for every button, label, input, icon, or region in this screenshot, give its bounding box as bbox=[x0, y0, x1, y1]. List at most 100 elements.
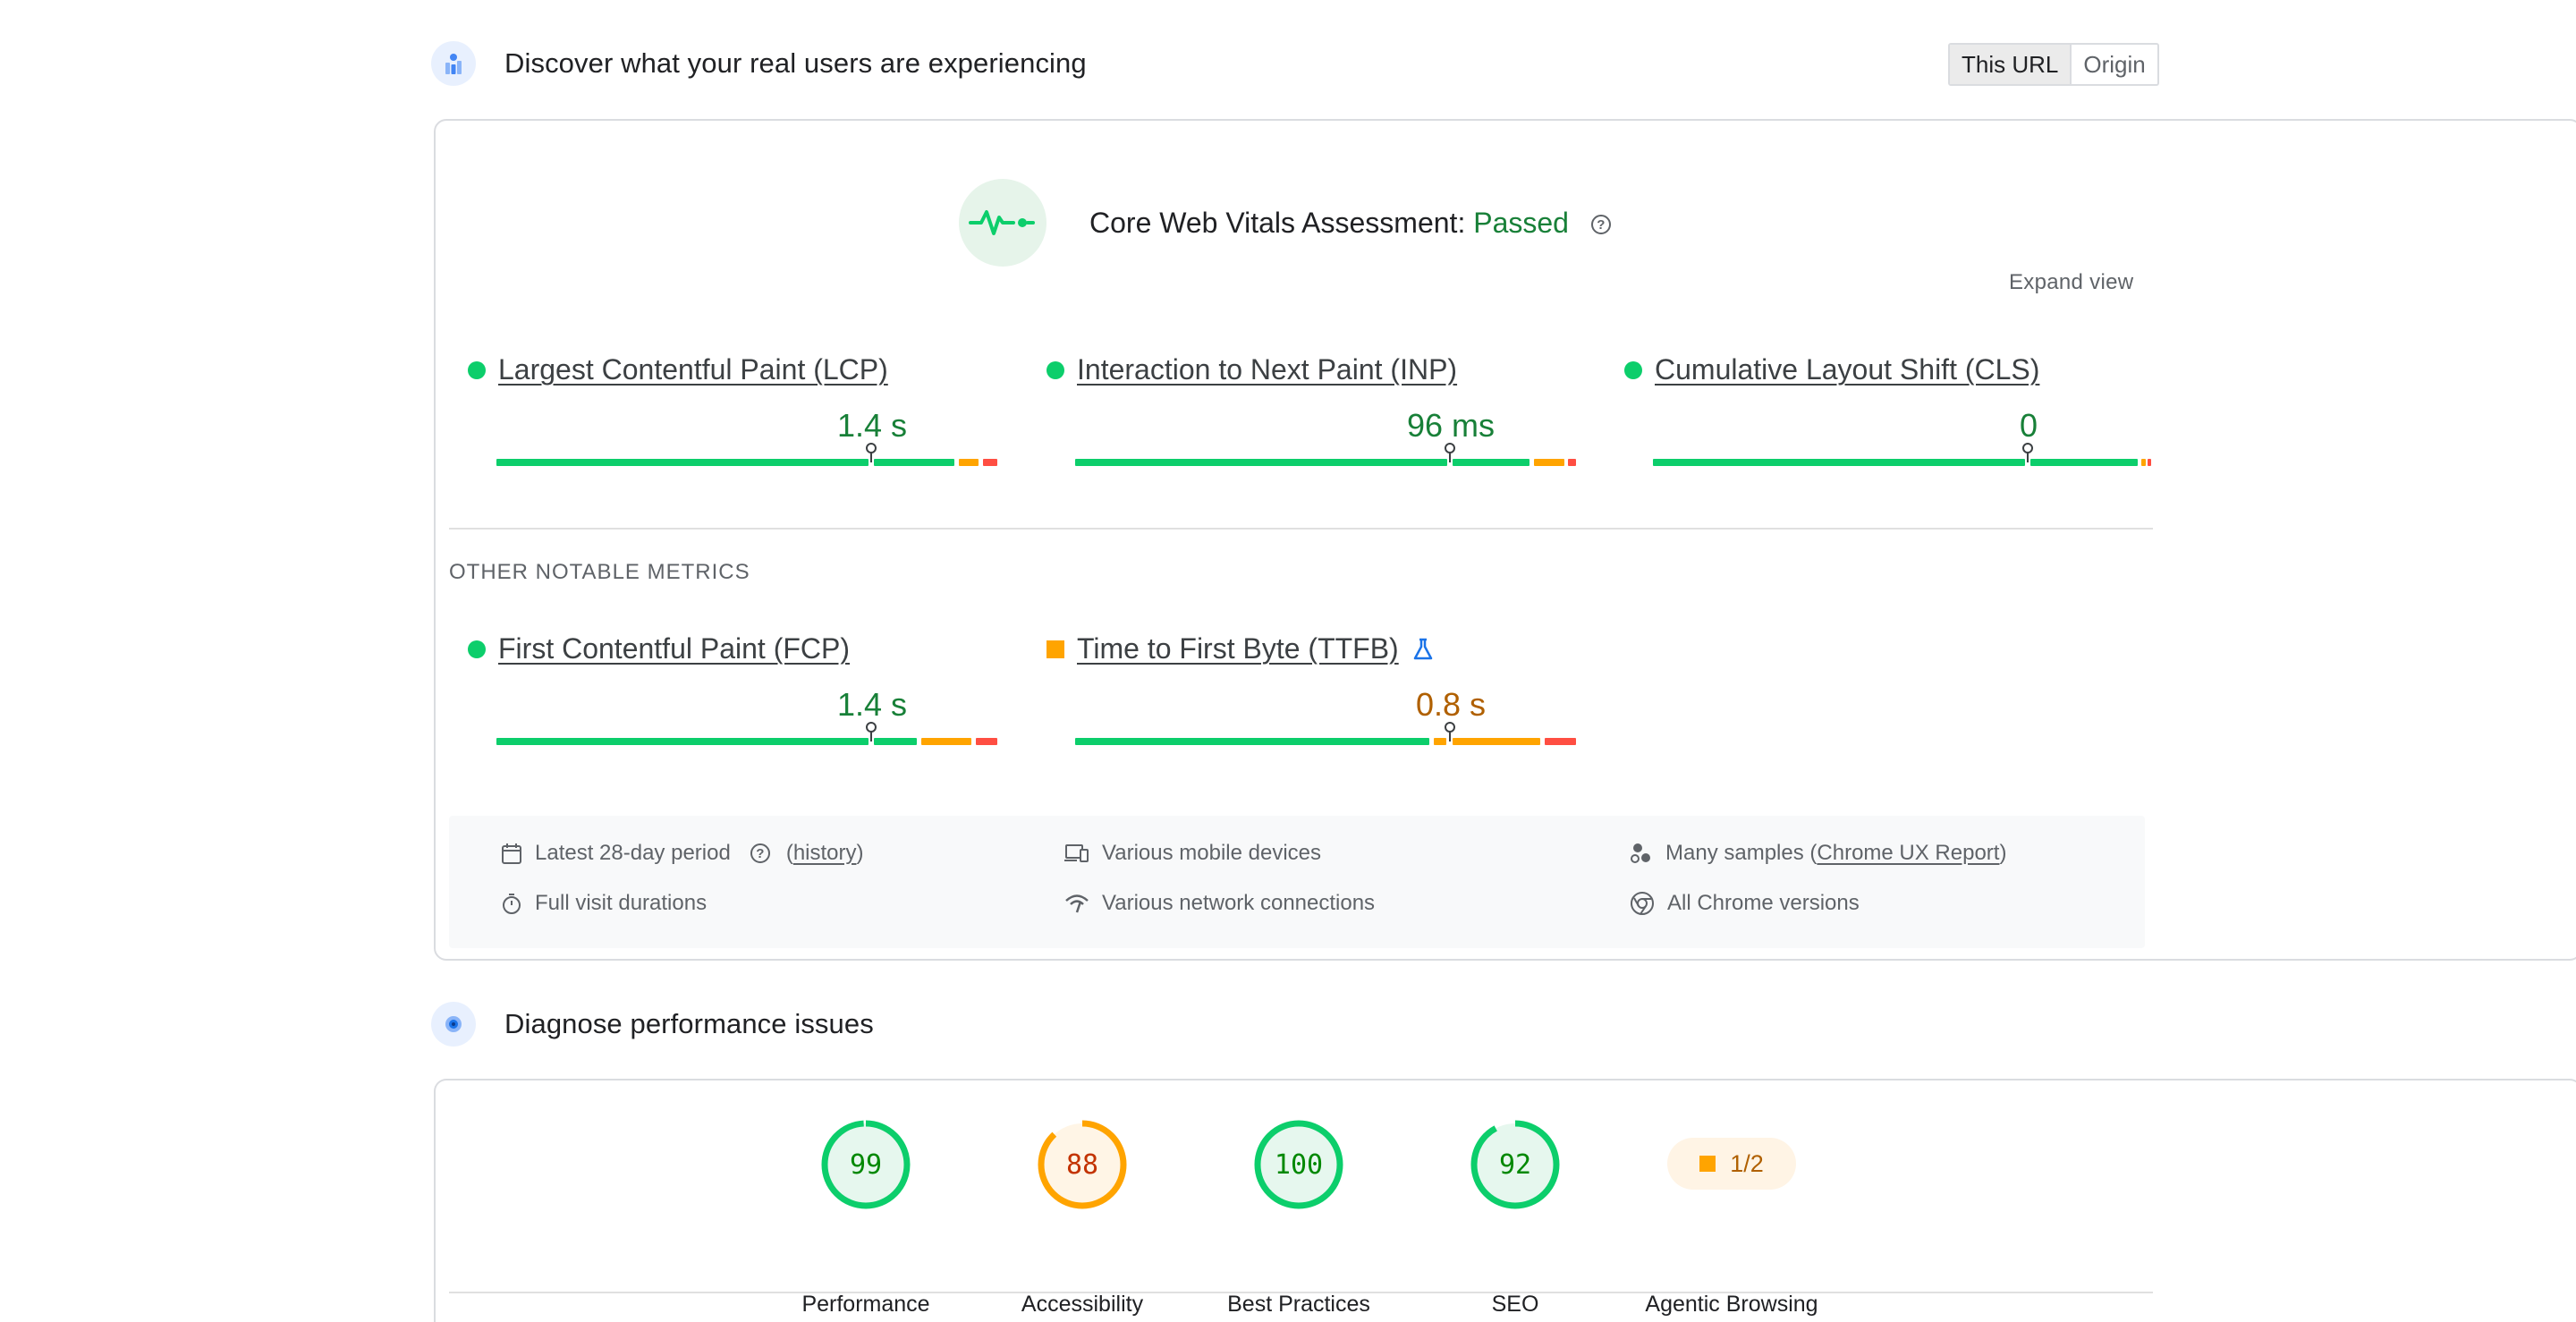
percentile-marker-icon bbox=[2022, 443, 2033, 462]
metric-inp: Interaction to Next Paint (INP) 96 ms bbox=[1046, 353, 1576, 487]
gauge-ring bbox=[1254, 1120, 1343, 1209]
help-icon[interactable]: ? bbox=[750, 843, 770, 863]
bar-good-segment bbox=[496, 738, 869, 745]
metric-title: Interaction to Next Paint (INP) bbox=[1046, 353, 1458, 386]
gauge-performance[interactable]: 99 Performance bbox=[758, 1120, 973, 1317]
chrome-info: All Chrome versions bbox=[1630, 891, 1860, 916]
score-value: 100 bbox=[1274, 1148, 1324, 1181]
gauge-seo[interactable]: 92 SEO bbox=[1408, 1120, 1623, 1317]
devices-icon bbox=[1064, 844, 1089, 862]
bar-good-segment bbox=[1453, 459, 1530, 466]
bar-poor-segment bbox=[2148, 459, 2151, 466]
score-value: 92 bbox=[1498, 1148, 1532, 1181]
score-gauge: 88 bbox=[1038, 1120, 1127, 1209]
history-link[interactable]: history bbox=[792, 841, 857, 865]
agentic-score-value: 1/2 bbox=[1730, 1149, 1764, 1177]
distribution-bar bbox=[1075, 738, 1576, 745]
good-dot-icon bbox=[1624, 360, 1642, 379]
bar-good-segment bbox=[1653, 459, 2025, 466]
users-chart-icon bbox=[431, 41, 476, 86]
expand-view-button[interactable]: Expand view bbox=[2009, 270, 2134, 294]
other-metrics-label: OTHER NOTABLE METRICS bbox=[449, 560, 750, 584]
percentile-marker-icon bbox=[1445, 443, 1455, 462]
this-url-tab[interactable]: This URL bbox=[1950, 45, 2072, 84]
gauge-ring bbox=[1470, 1120, 1560, 1209]
gauge-accessibility[interactable]: 88 Accessibility bbox=[975, 1120, 1190, 1317]
section-divider bbox=[449, 528, 2153, 530]
bar-good-segment bbox=[2030, 459, 2138, 466]
bar-poor-segment bbox=[1545, 738, 1576, 745]
metric-value: 96 ms bbox=[1406, 407, 1496, 444]
distribution-bar bbox=[496, 459, 997, 466]
distribution-bar bbox=[496, 738, 997, 745]
bar-ni-segment bbox=[1453, 738, 1540, 745]
metric-value: 0.8 s bbox=[1415, 686, 1487, 723]
metric-link[interactable]: Interaction to Next Paint (INP) bbox=[1077, 353, 1458, 386]
devices-info: Various mobile devices bbox=[1064, 841, 1321, 866]
samples-suffix: ) bbox=[1999, 841, 2007, 865]
bar-good-segment bbox=[1075, 738, 1429, 745]
metric-title: First Contentful Paint (FCP) bbox=[468, 632, 850, 665]
good-dot-icon bbox=[468, 360, 486, 379]
metric-title: Cumulative Layout Shift (CLS) bbox=[1624, 353, 2040, 386]
history-open-paren: ( bbox=[785, 841, 793, 865]
metric-value: 1.4 s bbox=[836, 407, 908, 444]
metric-title: Largest Contentful Paint (LCP) bbox=[468, 353, 888, 386]
chrome-ux-report-link[interactable]: Chrome UX Report bbox=[1817, 841, 2000, 865]
score-gauge: 99 bbox=[821, 1120, 911, 1209]
origin-tab[interactable]: Origin bbox=[2083, 51, 2146, 78]
bar-ni-segment bbox=[959, 459, 979, 466]
percentile-marker-icon bbox=[866, 443, 877, 462]
gauge-label: Best Practices bbox=[1227, 1292, 1370, 1317]
bar-good-segment bbox=[874, 459, 954, 466]
metric-link[interactable]: Largest Contentful Paint (LCP) bbox=[498, 353, 888, 386]
help-icon[interactable]: ? bbox=[1590, 215, 1611, 235]
metric-lcp: Largest Contentful Paint (LCP) 1.4 s bbox=[468, 353, 997, 487]
metric-value: 0 bbox=[2019, 407, 2038, 444]
diagnose-section-header: Diagnose performance issues bbox=[431, 1002, 874, 1047]
gauge-label: Accessibility bbox=[1021, 1292, 1144, 1317]
metric-title: Time to First Byte (TTFB) bbox=[1046, 632, 1435, 665]
history-close-paren: ) bbox=[856, 841, 864, 865]
good-dot-icon bbox=[1046, 360, 1064, 379]
metric-link[interactable]: Cumulative Layout Shift (CLS) bbox=[1655, 353, 2040, 386]
gauge-best-practices[interactable]: 100 Best Practices bbox=[1191, 1120, 1406, 1317]
gauge-ring bbox=[821, 1120, 911, 1209]
bar-good-segment bbox=[1075, 459, 1447, 466]
cwv-status: Passed bbox=[1473, 206, 1569, 239]
gauge-label: SEO bbox=[1491, 1292, 1539, 1317]
metric-ttfb: Time to First Byte (TTFB) 0.8 s bbox=[1046, 632, 1576, 767]
bar-poor-segment bbox=[1568, 459, 1576, 466]
diagnose-title: Diagnose performance issues bbox=[504, 1008, 874, 1039]
gauge-label: Performance bbox=[801, 1292, 930, 1317]
score-gauge: 92 bbox=[1470, 1120, 1560, 1209]
good-dot-icon bbox=[468, 640, 486, 658]
gauge-agentic-browsing[interactable]: 1/2 Agentic Browsing bbox=[1624, 1120, 1839, 1317]
percentile-marker-icon bbox=[866, 722, 877, 742]
score-value: 99 bbox=[849, 1148, 883, 1181]
chrome-text: All Chrome versions bbox=[1667, 891, 1860, 915]
bar-poor-segment bbox=[976, 738, 997, 745]
bar-poor-segment bbox=[983, 459, 997, 466]
heartbeat-icon bbox=[959, 179, 1046, 267]
calendar-icon bbox=[502, 843, 521, 864]
bar-ni-segment bbox=[2141, 459, 2146, 466]
url-origin-toggle: This URL Origin bbox=[1948, 43, 2159, 86]
bar-ni-segment bbox=[1434, 738, 1446, 745]
metric-link[interactable]: First Contentful Paint (FCP) bbox=[498, 632, 850, 665]
gauge-label: Agentic Browsing bbox=[1645, 1292, 1818, 1317]
distribution-bar bbox=[1653, 459, 2154, 466]
chrome-icon bbox=[1631, 892, 1654, 915]
samples-info: Many samples (Chrome UX Report) bbox=[1630, 841, 2006, 866]
ni-square-icon bbox=[1699, 1156, 1716, 1172]
samples-prefix: Many samples ( bbox=[1665, 841, 1818, 865]
score-value: 88 bbox=[1065, 1148, 1099, 1181]
experimental-flask-icon[interactable] bbox=[1411, 637, 1435, 662]
cwv-assessment: Core Web Vitals Assessment: Passed ? bbox=[959, 179, 1611, 267]
network-icon bbox=[1065, 894, 1089, 913]
metric-link[interactable]: Time to First Byte (TTFB) bbox=[1077, 632, 1399, 665]
bar-good-segment bbox=[496, 459, 869, 466]
period-info: Latest 28-day period ? (history) bbox=[501, 841, 864, 866]
metric-value: 1.4 s bbox=[836, 686, 908, 723]
